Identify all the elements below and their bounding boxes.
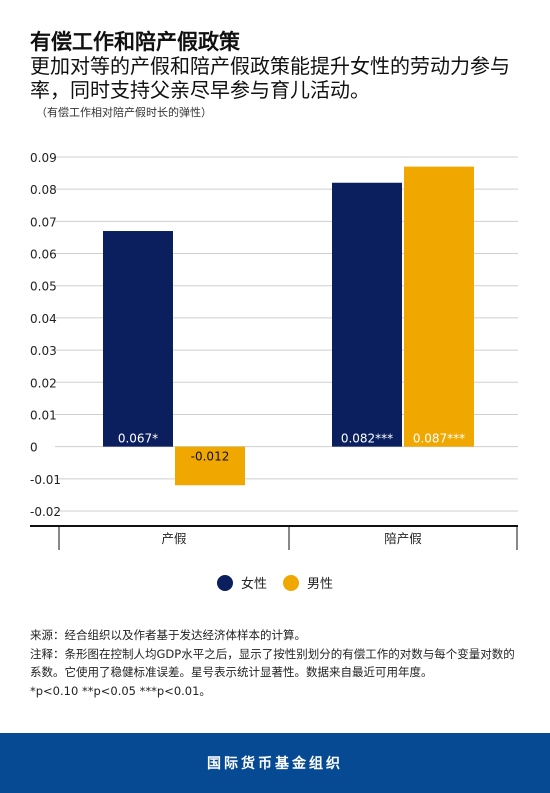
y-tick-label: 0.03	[30, 344, 57, 358]
imf-logo-text: 国际货币基金组织	[207, 756, 343, 772]
method-note: 注释：条形图在控制人均GDP水平之后，显示了按性别划分的有偿工作的对数与每个变量…	[30, 646, 515, 680]
legend-label-men: 男性	[307, 577, 334, 592]
footnotes: 来源：经合组织以及作者基于发达经济体样本的计算。 注释：条形图在控制人均GDP水…	[30, 626, 522, 700]
y-tick-label: 0.01	[30, 408, 57, 422]
significance-note: *p<0.10 **p<0.05 ***p<0.01。	[30, 683, 211, 698]
y-tick-label: -0.02	[30, 505, 61, 519]
y-tick-label: 0.02	[30, 376, 57, 390]
legend-swatch-women	[216, 574, 233, 591]
y-tick-label: 0.06	[30, 248, 57, 262]
bar-women-1	[332, 182, 402, 447]
legend-swatch-men	[283, 574, 299, 591]
chart-legend: 女性 男性	[0, 573, 550, 592]
data-label: 0.067*	[118, 432, 158, 446]
legend-item-women: 女性	[216, 573, 267, 592]
x-category-label: 陪产假	[384, 531, 422, 546]
y-tick-label: 0.07	[30, 215, 57, 229]
data-label: -0.012	[191, 450, 230, 464]
y-tick-label: 0	[30, 441, 38, 455]
source-note: 来源：经合组织以及作者基于发达经济体样本的计算。	[30, 628, 306, 642]
data-label: 0.087***	[413, 432, 465, 446]
legend-label-women: 女性	[240, 577, 267, 592]
legend-item-men: 男性	[283, 573, 333, 592]
bar-women-0	[103, 231, 173, 447]
unit-note: （有偿工作相对陪产假时长的弹性）	[36, 106, 212, 119]
y-tick-label: 0.08	[30, 183, 57, 197]
footer-bar: 国际货币基金组织	[0, 733, 550, 793]
data-label: 0.082***	[341, 432, 393, 446]
y-tick-label: -0.01	[30, 473, 61, 487]
chart-subtitle: 更加对等的产假和陪产假政策能提升女性的劳动力参与率，同时支持父亲尽早参与育儿活动…	[30, 54, 510, 102]
chart-title: 有偿工作和陪产假政策	[30, 30, 240, 54]
bar-men-0	[175, 446, 245, 486]
y-tick-label: 0.05	[30, 280, 57, 294]
bar-men-1	[404, 166, 474, 447]
y-tick-label: 0.04	[30, 312, 57, 326]
bar-chart: 0.09 0.08 0.07 0.06 0.05 0.04 0.03 0.02 0.01 0 -0.…	[30, 151, 518, 550]
x-category-label: 产假	[161, 531, 187, 546]
y-tick-label: 0.09	[30, 151, 57, 165]
